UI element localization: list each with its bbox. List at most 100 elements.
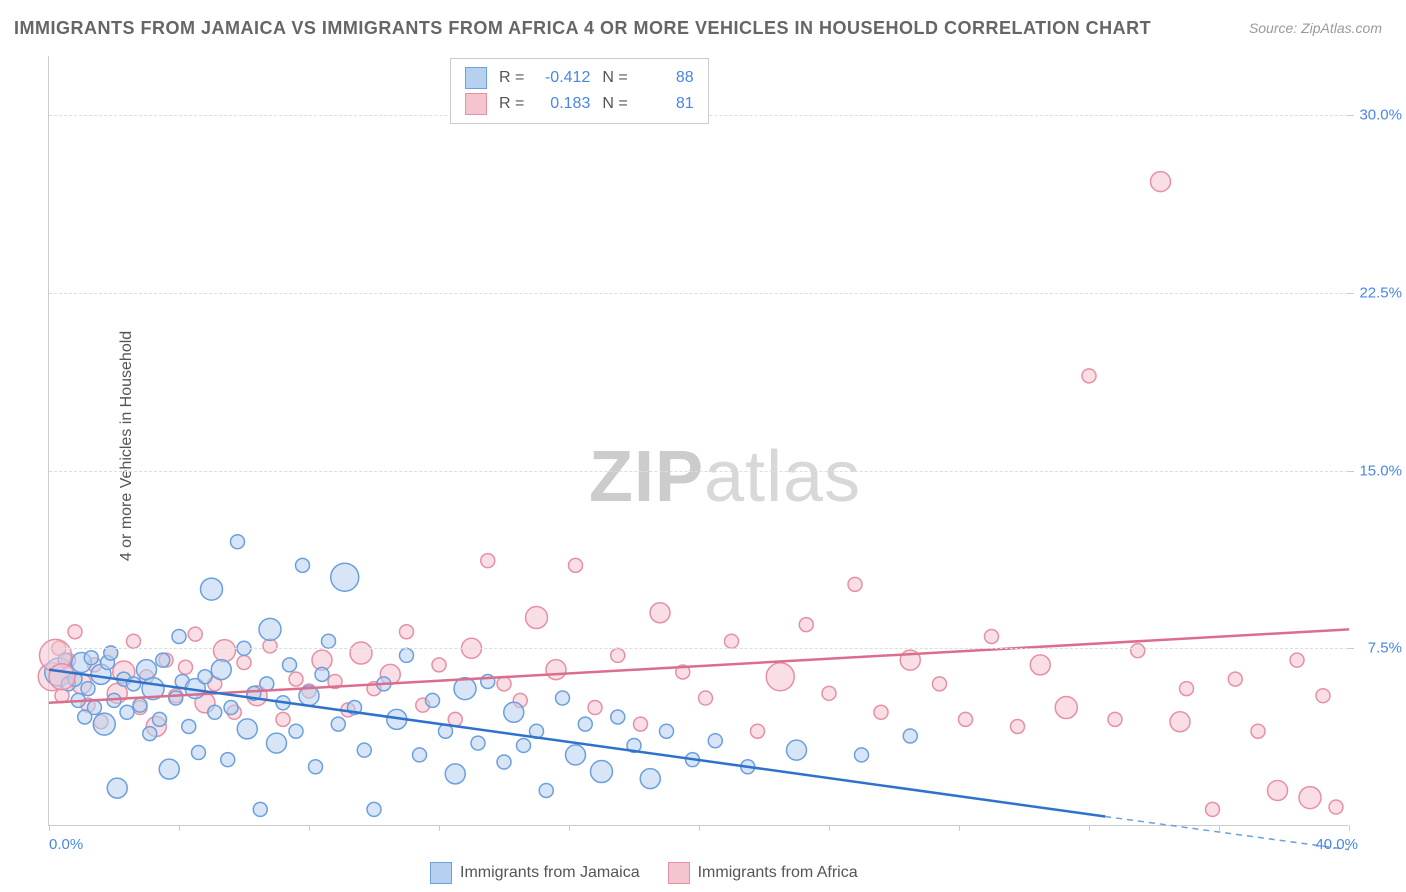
legend-stats-row-africa: R = 0.183 N = 81: [465, 91, 694, 117]
chart-svg: [49, 56, 1348, 825]
data-point: [1108, 712, 1122, 726]
data-point: [198, 670, 212, 684]
data-point: [127, 634, 141, 648]
data-point: [855, 748, 869, 762]
data-point: [822, 686, 836, 700]
data-point: [283, 658, 297, 672]
data-point: [322, 634, 336, 648]
data-point: [1131, 644, 1145, 658]
data-point: [1011, 719, 1025, 733]
data-point: [127, 677, 141, 691]
legend-item-jamaica: Immigrants from Jamaica: [430, 862, 640, 884]
legend-label-africa: Immigrants from Africa: [698, 864, 858, 882]
data-point: [224, 701, 238, 715]
data-point: [699, 691, 713, 705]
n-label: N =: [602, 95, 627, 113]
legend-item-africa: Immigrants from Africa: [668, 862, 858, 884]
data-point: [725, 634, 739, 648]
x-tick-min: 0.0%: [49, 836, 83, 853]
data-point: [1251, 724, 1265, 738]
trend-line: [49, 670, 1105, 817]
data-point: [591, 761, 613, 783]
data-point: [1206, 802, 1220, 816]
chart-title: IMMIGRANTS FROM JAMAICA VS IMMIGRANTS FR…: [14, 18, 1151, 39]
data-point: [357, 743, 371, 757]
data-point: [143, 727, 157, 741]
data-point: [81, 682, 95, 696]
data-point: [237, 656, 251, 670]
swatch-jamaica: [465, 67, 487, 89]
data-point: [611, 710, 625, 724]
data-point: [169, 691, 183, 705]
data-point: [289, 672, 303, 686]
data-point: [88, 701, 102, 715]
data-point: [1055, 697, 1077, 719]
data-point: [481, 554, 495, 568]
data-point: [68, 625, 82, 639]
source-label: Source: ZipAtlas.com: [1249, 20, 1382, 36]
r-label: R =: [499, 69, 524, 87]
jamaica-r-value: -0.412: [536, 69, 590, 87]
data-point: [611, 648, 625, 662]
data-point: [1329, 800, 1343, 814]
swatch-africa-bottom: [668, 862, 690, 884]
data-point: [985, 629, 999, 643]
jamaica-n-value: 88: [640, 69, 694, 87]
data-point: [137, 660, 157, 680]
r-label: R =: [499, 95, 524, 113]
data-point: [107, 778, 127, 798]
data-point: [471, 736, 485, 750]
data-point: [546, 660, 566, 680]
data-point: [497, 677, 511, 691]
data-point: [708, 734, 722, 748]
data-point: [231, 535, 245, 549]
data-point: [201, 578, 223, 600]
africa-r-value: 0.183: [536, 95, 590, 113]
data-point: [569, 558, 583, 572]
data-point: [787, 740, 807, 760]
x-tick-max: 40.0%: [1315, 836, 1358, 853]
data-point: [253, 802, 267, 816]
data-point: [504, 702, 524, 722]
data-point: [331, 717, 345, 731]
plot-area: ZIPatlas 0.0% 40.0% 7.5%15.0%22.5%30.0%: [48, 56, 1348, 826]
swatch-africa: [465, 93, 487, 115]
data-point: [903, 729, 917, 743]
data-point: [640, 769, 660, 789]
legend-label-jamaica: Immigrants from Jamaica: [460, 864, 640, 882]
data-point: [1268, 780, 1288, 800]
swatch-jamaica-bottom: [430, 862, 452, 884]
data-point: [214, 640, 236, 662]
data-point: [1299, 787, 1321, 809]
data-point: [350, 642, 372, 664]
data-point: [237, 719, 257, 739]
data-point: [179, 660, 193, 674]
data-point: [578, 717, 592, 731]
data-point: [1030, 655, 1050, 675]
data-point: [766, 663, 794, 691]
data-point: [182, 719, 196, 733]
data-point: [432, 658, 446, 672]
data-point: [1082, 369, 1096, 383]
data-point: [276, 712, 290, 726]
data-point: [566, 745, 586, 765]
data-point: [259, 618, 281, 640]
legend-stats-box: R = -0.412 N = 88 R = 0.183 N = 81: [450, 58, 709, 124]
data-point: [172, 629, 186, 643]
data-point: [1290, 653, 1304, 667]
data-point: [497, 755, 511, 769]
data-point: [331, 563, 359, 591]
data-point: [1316, 689, 1330, 703]
africa-n-value: 81: [640, 95, 694, 113]
data-point: [413, 748, 427, 762]
data-point: [517, 738, 531, 752]
data-point: [367, 802, 381, 816]
data-point: [1170, 712, 1190, 732]
data-point: [588, 701, 602, 715]
data-point: [296, 558, 310, 572]
data-point: [133, 698, 147, 712]
y-tick-label: 22.5%: [1359, 284, 1402, 301]
y-tick-label: 15.0%: [1359, 462, 1402, 479]
data-point: [208, 705, 222, 719]
data-point: [1151, 172, 1171, 192]
